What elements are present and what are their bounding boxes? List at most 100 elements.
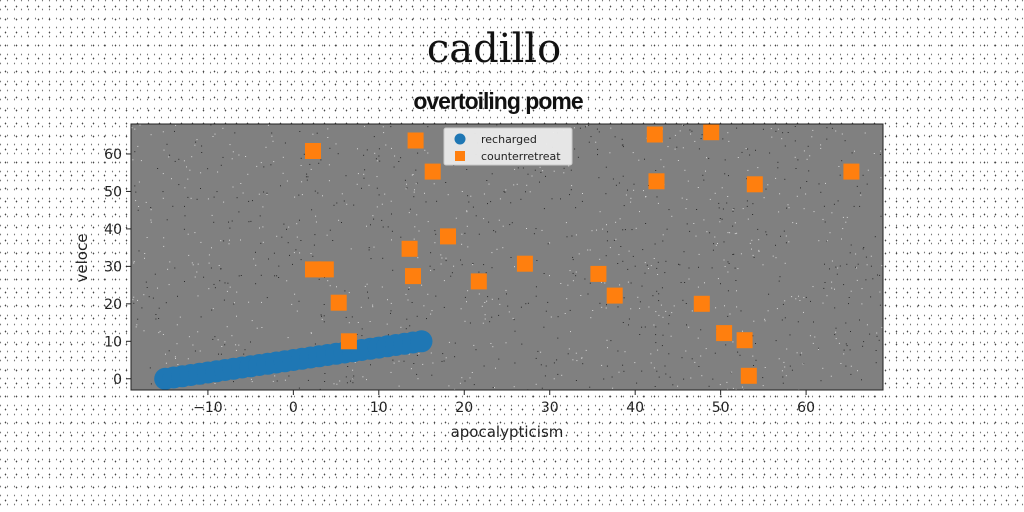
noise-dot bbox=[650, 353, 652, 355]
noise-dot bbox=[192, 344, 194, 346]
noise-dot bbox=[775, 340, 777, 342]
noise-dot bbox=[833, 203, 835, 205]
noise-dot bbox=[300, 240, 302, 241]
noise-dot bbox=[445, 260, 447, 262]
noise-dot bbox=[643, 190, 644, 192]
noise-dot bbox=[262, 206, 264, 208]
noise-dot bbox=[278, 265, 280, 267]
noise-dot bbox=[772, 255, 774, 257]
noise-dot bbox=[320, 314, 322, 316]
noise-dot bbox=[186, 166, 187, 168]
noise-dot bbox=[496, 124, 498, 126]
noise-dot bbox=[656, 370, 658, 372]
noise-dot bbox=[441, 257, 443, 259]
noise-dot bbox=[321, 318, 323, 320]
noise-dot bbox=[856, 279, 858, 281]
noise-dot bbox=[660, 304, 662, 306]
noise-dot bbox=[145, 281, 147, 283]
noise-dot bbox=[737, 157, 739, 158]
noise-dot bbox=[411, 174, 413, 176]
noise-dot bbox=[843, 284, 845, 286]
noise-dot bbox=[372, 215, 374, 217]
noise-dot bbox=[578, 253, 580, 255]
noise-dot bbox=[381, 286, 383, 288]
noise-dot bbox=[496, 248, 498, 250]
noise-dot bbox=[498, 314, 500, 316]
noise-dot bbox=[255, 283, 257, 285]
noise-dot bbox=[345, 376, 347, 378]
noise-dot bbox=[803, 311, 804, 313]
noise-dot bbox=[313, 244, 315, 246]
noise-dot bbox=[296, 223, 298, 225]
noise-dot bbox=[378, 194, 380, 196]
noise-dot bbox=[506, 293, 507, 295]
noise-dot bbox=[795, 168, 797, 169]
point-counterretreat bbox=[405, 268, 421, 285]
noise-dot bbox=[513, 319, 515, 321]
noise-dot bbox=[859, 192, 861, 194]
noise-dot bbox=[734, 267, 736, 269]
noise-dot bbox=[563, 167, 565, 169]
noise-dot bbox=[849, 349, 851, 351]
noise-dot bbox=[260, 162, 262, 164]
noise-dot bbox=[622, 322, 624, 323]
noise-dot bbox=[243, 353, 245, 355]
noise-dot bbox=[281, 236, 283, 238]
noise-dot bbox=[236, 315, 237, 317]
noise-dot bbox=[138, 250, 140, 252]
noise-dot bbox=[880, 150, 882, 152]
noise-dot bbox=[835, 266, 837, 268]
noise-dot bbox=[442, 353, 444, 355]
noise-dot bbox=[505, 189, 507, 191]
noise-dot bbox=[247, 173, 249, 175]
noise-dot bbox=[231, 335, 233, 337]
noise-dot bbox=[824, 282, 826, 283]
noise-dot bbox=[586, 125, 588, 127]
noise-dot bbox=[613, 239, 615, 241]
noise-dot bbox=[746, 205, 748, 207]
noise-dot bbox=[472, 264, 474, 266]
noise-dot bbox=[409, 208, 411, 210]
noise-dot bbox=[464, 296, 466, 298]
noise-dot bbox=[273, 252, 275, 254]
noise-dot bbox=[775, 130, 777, 132]
noise-dot bbox=[416, 315, 418, 317]
noise-dot bbox=[276, 275, 278, 277]
legend-box bbox=[443, 127, 573, 166]
noise-dot bbox=[662, 334, 664, 336]
noise-dot bbox=[416, 373, 418, 375]
noise-dot bbox=[835, 130, 837, 132]
noise-dot bbox=[468, 201, 470, 203]
noise-dot bbox=[685, 303, 687, 304]
noise-dot bbox=[150, 383, 152, 385]
noise-dot bbox=[617, 306, 619, 308]
noise-dot bbox=[645, 196, 647, 198]
noise-dot bbox=[382, 126, 384, 128]
noise-dot bbox=[575, 352, 577, 354]
noise-dot bbox=[781, 138, 783, 140]
noise-dot bbox=[724, 266, 726, 267]
noise-dot bbox=[547, 301, 549, 303]
noise-dot bbox=[639, 301, 641, 303]
noise-dot bbox=[823, 287, 825, 289]
noise-dot bbox=[165, 302, 167, 304]
noise-dot bbox=[731, 371, 733, 373]
noise-dot bbox=[873, 153, 875, 154]
noise-dot bbox=[391, 147, 392, 149]
noise-dot bbox=[826, 138, 828, 140]
noise-dot bbox=[638, 159, 640, 161]
noise-dot bbox=[724, 159, 726, 161]
noise-dot bbox=[573, 127, 575, 129]
noise-dot bbox=[321, 315, 322, 317]
noise-dot bbox=[514, 266, 515, 268]
noise-dot bbox=[762, 128, 764, 130]
noise-dot bbox=[830, 375, 832, 377]
noise-dot bbox=[861, 288, 863, 290]
noise-dot bbox=[781, 370, 783, 372]
noise-dot bbox=[736, 290, 737, 292]
noise-dot bbox=[794, 126, 796, 127]
noise-dot bbox=[841, 160, 843, 162]
noise-dot bbox=[814, 336, 816, 338]
noise-dot bbox=[806, 181, 808, 182]
noise-dot bbox=[784, 178, 786, 180]
